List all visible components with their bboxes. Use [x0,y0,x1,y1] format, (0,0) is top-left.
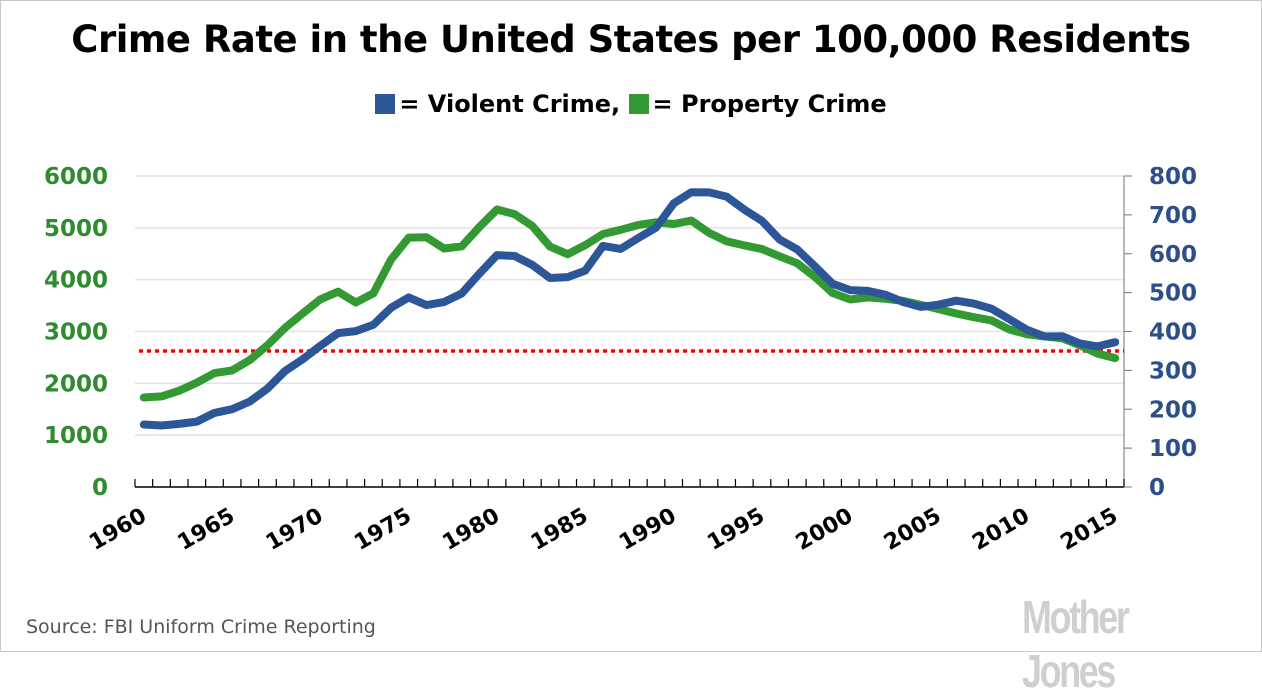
y-left-tick-label: 3000 [44,320,108,346]
x-tick-label: 1980 [439,504,505,556]
y-left-tick-label: 6000 [44,164,108,190]
y-right-tick-label: 700 [1149,203,1197,229]
y-left-tick-label: 5000 [44,216,108,242]
x-tick-label: 2010 [968,504,1034,556]
x-tick-label: 1985 [527,504,593,556]
source-note: Source: FBI Uniform Crime Reporting [26,616,376,638]
y-right-tick-label: 200 [1149,397,1197,423]
y-right-tick-label: 300 [1149,358,1197,384]
y-left-tick-label: 2000 [44,371,108,397]
x-axis-ticks: 1960 1965 1970 1975 1980 1985 1990 1995 2000 2005… [85,504,1122,556]
x-tick-label: 2015 [1057,504,1123,556]
chart-plot: 0 1000 2000 3000 4000 5000 6000 0 100 200 300 400 5… [0,0,1262,652]
brand-logo: Mother Jones [1022,590,1209,698]
y-right-tick-label: 600 [1149,242,1197,268]
y-right-tick-label: 400 [1149,320,1197,346]
x-tick-label: 2000 [792,504,858,556]
y-right-tick-label: 500 [1149,281,1197,307]
x-tick-label: 1990 [615,504,681,556]
y-left-tick-label: 4000 [44,268,108,294]
y-axis-left-ticks: 0 1000 2000 3000 4000 5000 6000 [44,164,108,501]
x-tick-label: 2005 [880,504,946,556]
x-tick-label: 1975 [350,504,416,556]
x-tick-label: 1960 [85,504,151,556]
y-left-tick-label: 1000 [44,423,108,449]
y-right-tick-label: 100 [1149,436,1197,462]
y-left-tick-label: 0 [92,475,108,501]
x-tick-label: 1970 [262,504,328,556]
y-right-tick-label: 0 [1149,475,1165,501]
y-right-tick-label: 800 [1149,164,1197,190]
y-axis-right-ticks: 0 100 200 300 400 500 600 700 800 [1149,164,1197,501]
x-tick-label: 1965 [174,504,240,556]
x-tick-label: 1995 [703,504,769,556]
